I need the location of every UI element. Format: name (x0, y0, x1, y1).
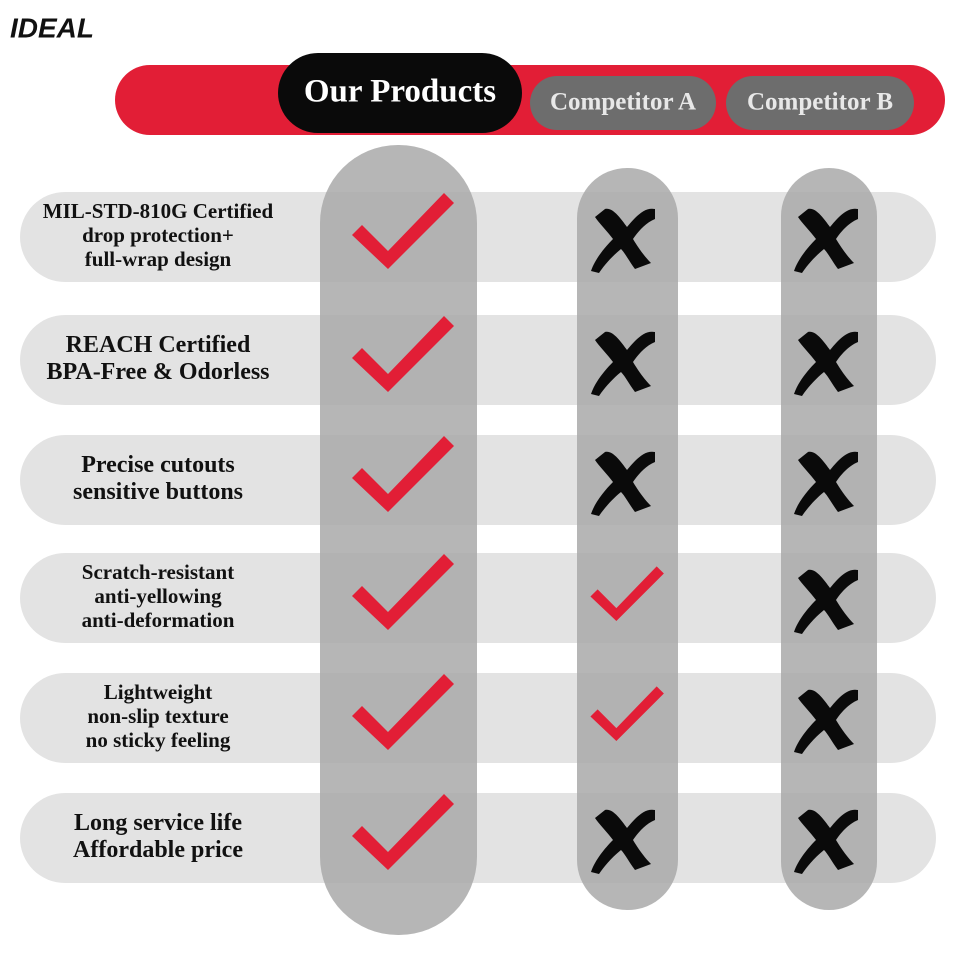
feature-text: sensitive buttons (73, 479, 243, 505)
logo: IDEAL (10, 12, 94, 43)
feature-text: REACH Certified (66, 332, 251, 358)
feature-text: no sticky feeling (86, 728, 231, 752)
cross-icon (794, 809, 858, 874)
cross-icon (591, 331, 655, 396)
column-header: Competitor B (747, 89, 893, 116)
row-band (20, 553, 936, 643)
feature-text: non-slip texture (87, 704, 228, 728)
feature-text: BPA-Free & Odorless (46, 359, 269, 385)
header-pill (530, 76, 716, 130)
cross-icon (591, 809, 655, 874)
row-band (20, 673, 936, 763)
feature-text: full-wrap design (85, 247, 232, 271)
cross-icon (591, 208, 655, 273)
column-header: Our Products (304, 74, 496, 110)
row-band (20, 793, 936, 883)
check-icon (352, 674, 454, 750)
header-pill (278, 53, 522, 133)
cross-icon (591, 451, 655, 516)
cross-icon (794, 451, 858, 516)
feature-text: anti-yellowing (94, 584, 222, 608)
feature-text: Precise cutouts (81, 452, 235, 478)
row-band (20, 435, 936, 525)
check-icon (352, 554, 454, 630)
feature-text: Affordable price (73, 837, 243, 863)
column-band (320, 145, 477, 935)
feature-text: Lightweight (104, 680, 213, 704)
feature-text: MIL-STD-810G Certified (43, 199, 274, 223)
check-icon (352, 794, 454, 870)
cross-icon (794, 689, 858, 754)
column-band (577, 168, 678, 910)
check-icon (590, 566, 664, 622)
row-band (20, 315, 936, 405)
row-band (20, 192, 936, 282)
cross-icon (794, 569, 858, 634)
cross-icon (794, 208, 858, 273)
column-header: Competitor A (550, 89, 696, 116)
feature-text: Long service life (74, 810, 242, 836)
header-pill (726, 76, 914, 130)
check-icon (352, 436, 454, 512)
feature-text: drop protection+ (82, 223, 234, 247)
check-icon (352, 193, 454, 269)
feature-text: Scratch-resistant (82, 560, 234, 584)
feature-text: anti-deformation (82, 608, 235, 632)
check-icon (590, 686, 664, 742)
cross-icon (794, 331, 858, 396)
column-band (781, 168, 877, 910)
check-icon (352, 316, 454, 392)
